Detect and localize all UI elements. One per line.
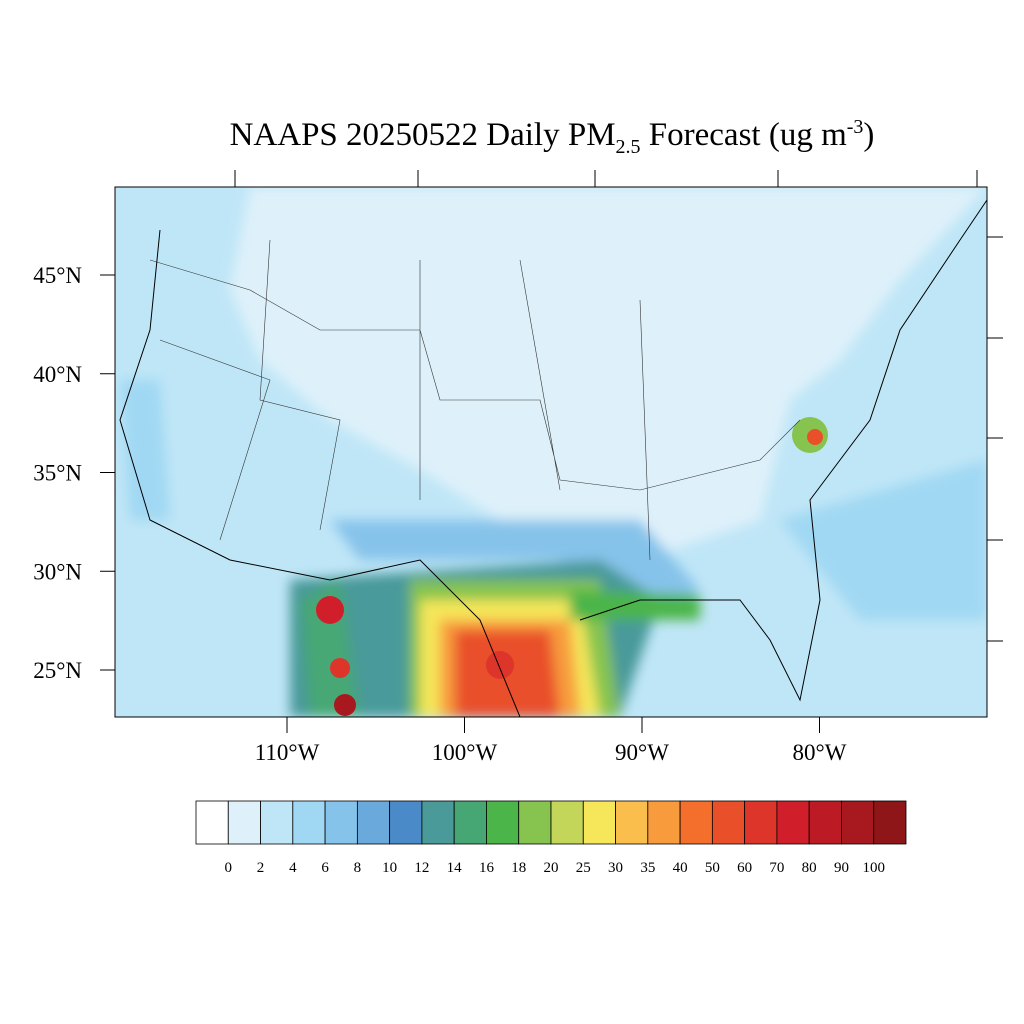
colorbar-label: 12: [414, 860, 429, 876]
colorbar-box: [744, 800, 778, 845]
colorbar-box: [808, 800, 842, 845]
map-field: [115, 187, 987, 717]
lon-label: 110°W: [255, 740, 320, 765]
colorbar-label: 16: [479, 860, 495, 876]
lon-label: 90°W: [615, 740, 669, 765]
colorbar-label: 10: [382, 860, 397, 876]
colorbar-label: 0: [225, 860, 233, 876]
lat-label: 30°N: [33, 559, 82, 584]
colorbar-box: [550, 800, 584, 845]
colorbar-box: [518, 800, 552, 845]
colorbar-box: [679, 800, 713, 845]
lat-label: 45°N: [33, 263, 82, 288]
colorbar-box: [486, 800, 520, 845]
colorbar-label: 6: [321, 860, 329, 876]
colorbar-label: 80: [802, 860, 817, 876]
colorbar-box: [776, 800, 810, 845]
colorbar-label: 60: [737, 860, 752, 876]
colorbar-box: [195, 800, 229, 845]
colorbar-box: [873, 800, 907, 845]
colorbar-label: 35: [640, 860, 655, 876]
colorbar-box: [260, 800, 294, 845]
colorbar-box: [292, 800, 326, 845]
lat-label: 40°N: [33, 362, 82, 387]
colorbar-box: [356, 800, 391, 845]
colorbar-box: [453, 800, 487, 845]
colorbar-label: 2: [257, 860, 265, 876]
colorbar-box: [841, 800, 875, 845]
title-end: ): [863, 117, 874, 153]
title-main: NAAPS 20250522 Daily PM: [230, 117, 616, 153]
colorbar-box: [227, 800, 261, 845]
colorbar-label: 4: [289, 860, 297, 876]
lon-label: 100°W: [432, 740, 498, 765]
map-frame: [114, 186, 988, 718]
colorbar-box: [324, 800, 358, 845]
colorbar-box: [582, 800, 616, 845]
title-sup: -3: [847, 116, 864, 138]
colorbar-label: 40: [673, 860, 688, 876]
colorbar-box: [421, 800, 455, 845]
colorbar-box: [615, 800, 649, 845]
title-sub: 2.5: [616, 136, 641, 158]
lat-label: 35°N: [33, 461, 82, 486]
colorbar-box: [647, 800, 681, 845]
frame-ticks: [234, 170, 1003, 642]
colorbar-label: 30: [608, 860, 623, 876]
colorbar-label: 18: [511, 860, 526, 876]
colorbar-box: [711, 800, 746, 845]
colorbar-box: [389, 800, 423, 845]
colorbar-label: 25: [576, 860, 591, 876]
title: NAAPS 20250522 Daily PM2.5 Forecast (ug …: [230, 116, 875, 158]
colorbar-label: 70: [769, 860, 784, 876]
colorbar-label: 8: [354, 860, 362, 876]
colorbar-label: 14: [447, 860, 463, 876]
colorbar-label: 20: [544, 860, 559, 876]
colorbar-label: 100: [862, 860, 885, 876]
lat-label: 25°N: [33, 658, 82, 683]
colorbar-label: 90: [834, 860, 849, 876]
lon-label: 80°W: [793, 740, 847, 765]
title-rest: Forecast (ug m: [641, 117, 848, 153]
colorbar-label: 50: [705, 860, 720, 876]
